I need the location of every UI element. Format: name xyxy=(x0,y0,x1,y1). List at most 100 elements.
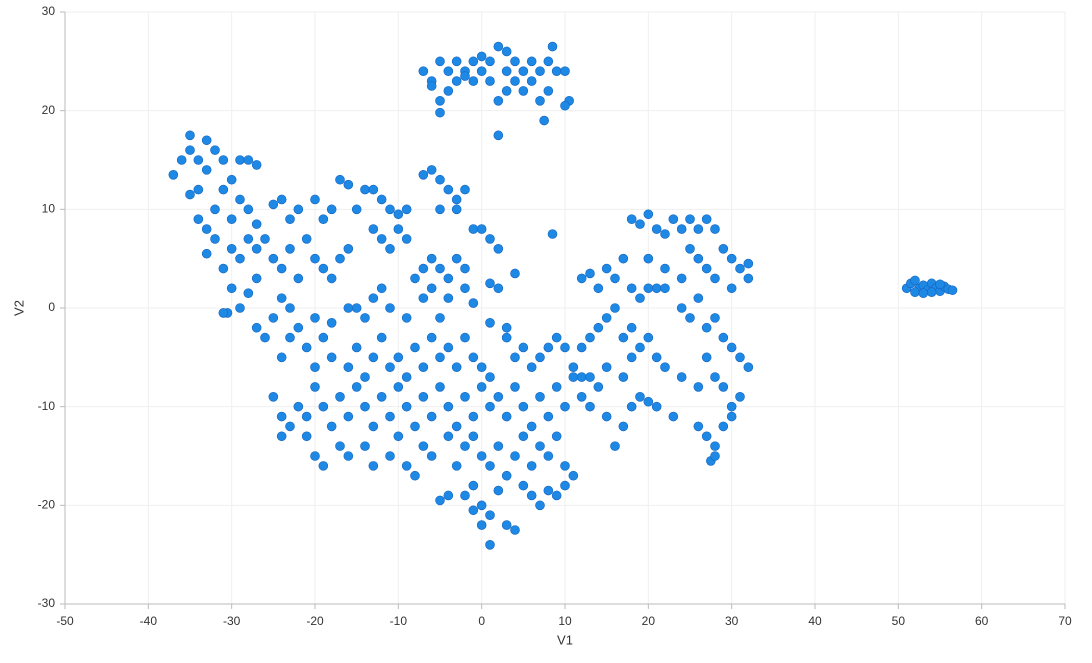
point xyxy=(510,451,520,461)
point xyxy=(343,244,354,254)
point xyxy=(460,441,470,451)
point xyxy=(293,273,304,284)
point xyxy=(560,66,570,76)
point xyxy=(710,441,720,451)
point xyxy=(510,76,520,86)
point xyxy=(693,224,704,234)
point xyxy=(510,56,520,67)
point xyxy=(226,214,237,224)
point xyxy=(526,461,537,471)
point xyxy=(568,372,579,382)
point xyxy=(210,234,220,244)
point xyxy=(351,204,362,215)
point xyxy=(526,421,537,432)
point xyxy=(276,431,287,442)
point xyxy=(368,224,379,234)
point xyxy=(268,253,279,264)
x-tick-label: -10 xyxy=(390,614,408,628)
point xyxy=(260,332,270,343)
point xyxy=(635,219,645,229)
point xyxy=(318,461,329,471)
point xyxy=(401,372,412,382)
point xyxy=(568,362,579,373)
point xyxy=(543,342,554,353)
point xyxy=(276,352,287,363)
point xyxy=(310,313,320,323)
point xyxy=(543,56,554,67)
point xyxy=(501,66,512,76)
point xyxy=(618,372,629,382)
point xyxy=(451,204,462,215)
point xyxy=(535,391,545,402)
point xyxy=(226,174,237,185)
point xyxy=(435,96,445,106)
point xyxy=(626,401,637,412)
point xyxy=(226,283,237,294)
point xyxy=(443,86,454,96)
point xyxy=(318,332,329,343)
point xyxy=(451,362,462,373)
point xyxy=(676,372,687,382)
point xyxy=(468,505,479,516)
point xyxy=(476,224,487,234)
point xyxy=(376,194,387,205)
point xyxy=(235,253,245,264)
point xyxy=(485,317,495,328)
point xyxy=(460,332,470,343)
point xyxy=(518,401,529,412)
point xyxy=(676,273,687,284)
point xyxy=(551,66,562,76)
point xyxy=(726,253,737,264)
point xyxy=(418,293,429,303)
point xyxy=(610,303,620,313)
point xyxy=(326,421,337,432)
point xyxy=(410,421,420,432)
point xyxy=(526,362,537,373)
point xyxy=(385,362,395,373)
point xyxy=(360,184,370,195)
point xyxy=(268,199,279,210)
point xyxy=(360,372,370,382)
point xyxy=(385,411,395,422)
point xyxy=(710,273,720,284)
point xyxy=(718,382,729,392)
point xyxy=(393,224,404,234)
point xyxy=(176,155,187,165)
point xyxy=(510,525,520,535)
point xyxy=(510,382,520,392)
point xyxy=(218,263,229,274)
point xyxy=(485,234,495,244)
point xyxy=(535,66,545,76)
point xyxy=(485,278,495,289)
point xyxy=(401,313,412,323)
point xyxy=(368,352,379,363)
point xyxy=(668,214,679,224)
point xyxy=(935,279,945,290)
point xyxy=(451,194,462,205)
x-tick-label: 30 xyxy=(725,614,739,628)
point xyxy=(543,411,554,422)
point xyxy=(518,86,529,96)
point xyxy=(693,421,704,432)
point xyxy=(660,362,670,373)
point xyxy=(743,273,754,284)
x-tick-label: -30 xyxy=(223,614,241,628)
y-tick-label: 10 xyxy=(42,202,56,216)
point xyxy=(185,189,195,200)
point xyxy=(518,431,529,442)
point xyxy=(451,56,462,67)
point xyxy=(726,342,737,353)
point xyxy=(485,401,495,412)
point xyxy=(551,382,562,392)
point xyxy=(401,401,412,412)
y-tick-label: -20 xyxy=(38,498,56,512)
point xyxy=(310,362,320,373)
point xyxy=(276,411,287,422)
point xyxy=(243,288,254,299)
point xyxy=(418,263,429,274)
point xyxy=(476,500,487,511)
point xyxy=(201,248,212,259)
point xyxy=(576,391,587,402)
point xyxy=(310,382,320,392)
point xyxy=(335,441,345,451)
